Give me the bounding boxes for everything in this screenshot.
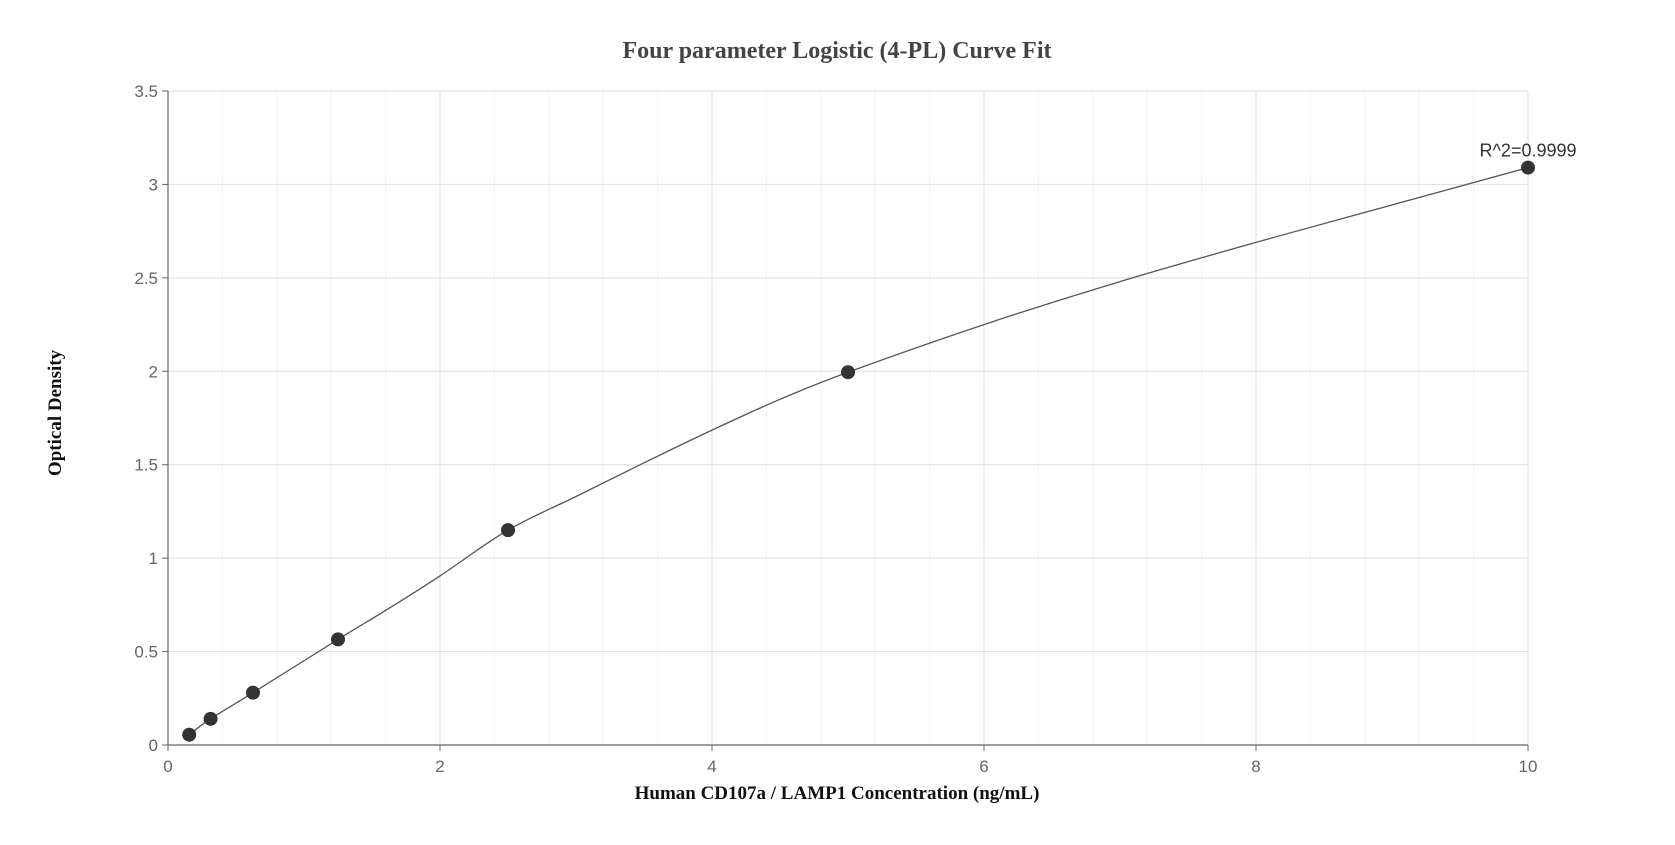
- y-tick-label: 3.5: [134, 82, 158, 101]
- axes: 0 0.5 1 1.5 2 2.5 3 3.5 0 2 4 6 8 10: [134, 82, 1537, 776]
- x-tick-label: 10: [1519, 757, 1538, 776]
- data-point: [182, 727, 197, 742]
- x-tick-label: 6: [979, 757, 988, 776]
- data-point: [1521, 160, 1535, 175]
- x-tick-label: 8: [1251, 757, 1260, 776]
- chart-title: Four parameter Logistic (4-PL) Curve Fit: [622, 38, 1051, 64]
- y-tick-label: 1.5: [134, 456, 158, 475]
- data-point: [246, 685, 260, 700]
- x-tick-label: 2: [435, 757, 444, 776]
- y-axis-title: Optical Density: [45, 349, 66, 476]
- y-tick-label: 2: [149, 362, 158, 381]
- r-squared-annotation: R^2=0.9999: [1479, 141, 1576, 161]
- data-point: [841, 365, 855, 380]
- y-tick-label: 1: [149, 549, 158, 568]
- data-points-layer: [182, 160, 1535, 742]
- fit-curve-layer: [188, 166, 1529, 736]
- data-point: [331, 632, 345, 647]
- data-point: [501, 523, 515, 538]
- x-axis-title: Human CD107a / LAMP1 Concentration (ng/m…: [635, 783, 1040, 804]
- fit-curve: [188, 166, 1529, 736]
- grid: [168, 90, 1529, 745]
- y-tick-label: 2.5: [134, 269, 158, 288]
- x-tick-label: 4: [707, 757, 716, 776]
- data-point: [203, 711, 218, 726]
- x-tick-label: 0: [163, 757, 172, 776]
- y-tick-label: 3: [149, 175, 158, 194]
- y-tick-label: 0: [149, 736, 158, 755]
- y-tick-label: 0.5: [134, 643, 158, 662]
